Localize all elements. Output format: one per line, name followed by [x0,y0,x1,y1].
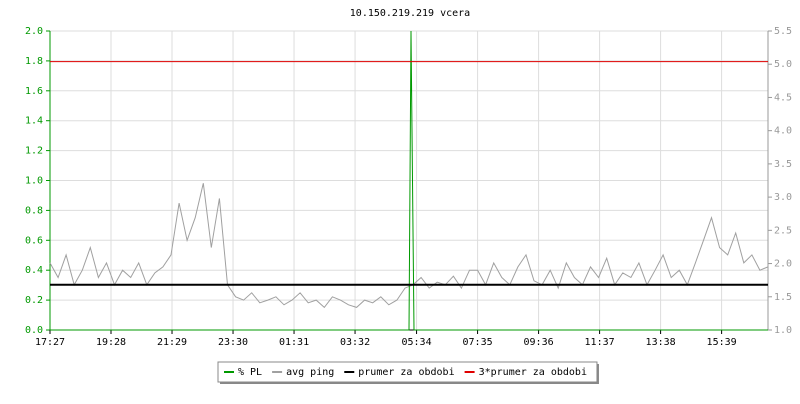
y2-tick-label: 2.0 [774,259,792,270]
x-tick-label: 03:32 [340,337,370,348]
y2-tick-label: 5.0 [774,59,792,70]
x-tick-label: 01:31 [279,337,309,348]
y2-tick-label: 4.0 [774,126,792,137]
y-tick-label: 1.2 [25,146,43,157]
y2-tick-label: 1.5 [774,292,792,303]
y2-tick-label: 4.5 [774,92,792,103]
series-line [50,30,768,331]
x-tick-label: 13:38 [646,337,676,348]
x-tick-label: 19:28 [96,337,126,348]
y-tick-label: 2.0 [25,26,43,37]
x-tick-label: 23:30 [218,337,248,348]
y2-tick-label: 3.5 [774,159,792,170]
y-tick-label: 0.0 [25,325,43,336]
x-tick-label: 17:27 [35,337,65,348]
y-tick-label: 1.8 [25,56,43,67]
x-tick-label: 09:36 [524,337,554,348]
y-tick-label: 1.0 [25,176,43,187]
y-tick-label: 0.6 [25,235,43,246]
x-tick-label: 21:29 [157,337,187,348]
y-tick-label: 1.4 [25,116,43,127]
chart-title: 10.150.219.219 vcera [350,8,470,19]
y-tick-label: 0.2 [25,295,43,306]
y-tick-label: 1.6 [25,86,43,97]
legend-label: avg ping [286,367,334,378]
legend [217,361,598,383]
y-tick-label: 0.8 [25,205,43,216]
legend-label: % PL [238,367,262,378]
legend-label: prumer za obdobi [358,367,454,378]
x-tick-label: 11:37 [585,337,615,348]
x-tick-label: 07:35 [463,337,493,348]
x-tick-label: 05:34 [402,337,432,348]
y2-tick-label: 3.0 [774,192,792,203]
y2-tick-label: 2.5 [774,225,792,236]
y2-tick-label: 5.5 [774,26,792,37]
legend-label: 3*prumer za obdobi [479,367,587,378]
x-tick-label: 15:39 [707,337,737,348]
y2-tick-label: 1.0 [774,325,792,336]
y-tick-label: 0.4 [25,265,43,276]
